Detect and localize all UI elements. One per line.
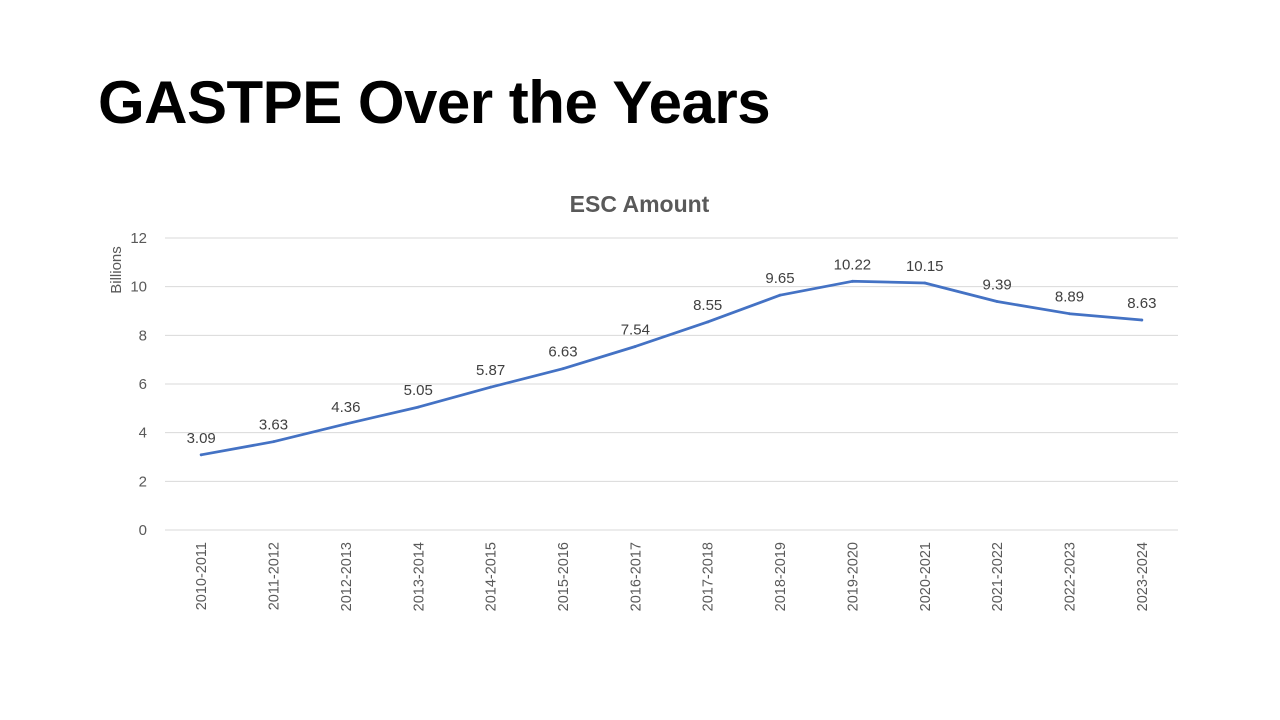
data-label: 5.87 (476, 362, 505, 379)
data-label: 3.63 (259, 417, 288, 434)
data-label: 8.89 (1055, 289, 1084, 306)
data-label: 5.05 (404, 382, 433, 399)
x-tick-label: 2014-2015 (484, 542, 500, 611)
y-axis-label: Billions (108, 246, 125, 294)
data-point (995, 300, 999, 303)
data-point (778, 293, 782, 297)
data-label: 6.63 (548, 344, 577, 361)
x-tick-label: 2022-2023 (1062, 542, 1078, 611)
data-label: 10.15 (906, 258, 944, 275)
x-tick-label: 2011-2012 (267, 542, 283, 610)
x-tick-label: 2013-2014 (411, 542, 427, 611)
x-tick-label: 2010-2011 (194, 542, 210, 610)
data-point (633, 345, 637, 348)
data-point (272, 440, 275, 444)
x-tick-label: 2020-2021 (918, 542, 934, 611)
data-point (344, 422, 348, 426)
x-tick-label: 2017-2018 (701, 542, 717, 611)
data-point (706, 320, 710, 324)
data-label: 4.36 (331, 399, 360, 416)
x-tick-label: 2015-2016 (556, 542, 572, 611)
data-label: 3.09 (187, 430, 216, 447)
slide-title: GASTPE Over the Years (98, 69, 771, 136)
data-point (561, 367, 565, 371)
chart-title: ESC Amount (570, 191, 710, 217)
x-tick-label: 2019-2020 (845, 542, 861, 611)
data-label: 8.55 (693, 297, 722, 314)
y-tick-label: 12 (130, 230, 147, 247)
x-tick-label: 2012-2013 (339, 542, 355, 611)
x-tick-label: 2018-2019 (773, 542, 789, 611)
data-point (1140, 318, 1144, 322)
data-label: 8.63 (1127, 295, 1156, 312)
y-tick-label: 8 (139, 327, 147, 344)
series-line (199, 279, 1144, 457)
data-label: 9.65 (765, 270, 794, 287)
x-tick-label: 2021-2022 (990, 542, 1006, 611)
data-label: 9.39 (983, 277, 1012, 294)
data-point (199, 453, 203, 457)
data-label: 7.54 (621, 322, 650, 339)
data-point (489, 385, 493, 389)
x-tick-label: 2016-2017 (628, 542, 644, 611)
x-tick-label: 2023-2024 (1135, 542, 1151, 611)
y-tick-label: 4 (139, 425, 147, 442)
y-tick-label: 0 (139, 522, 147, 539)
data-point (850, 279, 854, 283)
data-point (416, 405, 420, 409)
y-tick-label: 10 (130, 279, 147, 296)
data-point (1068, 312, 1071, 316)
data-label: 10.22 (834, 256, 872, 273)
y-tick-label: 6 (139, 376, 147, 393)
y-tick-label: 2 (139, 473, 147, 490)
data-point (923, 281, 927, 285)
